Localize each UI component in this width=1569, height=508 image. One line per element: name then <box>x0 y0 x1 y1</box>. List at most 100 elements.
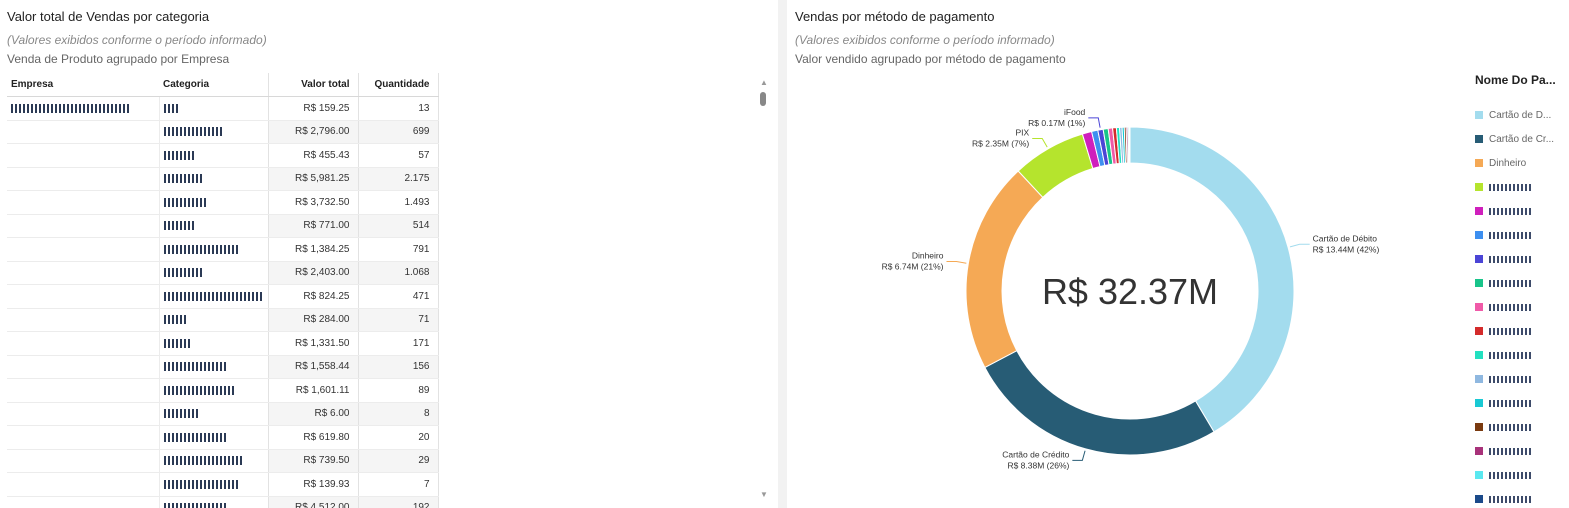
donut-slice[interactable] <box>984 349 1215 456</box>
legend-item[interactable] <box>1475 206 1533 217</box>
slice-leader-line <box>1072 450 1086 461</box>
column-header-quantidade[interactable]: Quantidade <box>357 73 439 97</box>
table-row[interactable]: R$ 1,331.50 171 <box>7 331 439 356</box>
legend-label: Cartão de Cr... <box>1489 134 1555 145</box>
legend-item[interactable]: Dinheiro <box>1475 158 1526 169</box>
quantidade-cell: 699 <box>357 120 439 144</box>
legend-item[interactable] <box>1475 278 1533 289</box>
redacted-categoria-name <box>163 103 178 113</box>
legend-item[interactable] <box>1475 422 1533 433</box>
categoria-cell <box>158 167 268 191</box>
legend-item[interactable] <box>1475 470 1533 481</box>
valor-cell: R$ 4,512.00 <box>267 496 358 508</box>
panel-description: Valor vendido agrupado por método de pag… <box>795 52 1066 66</box>
legend-label: Dinheiro <box>1489 158 1527 169</box>
empresa-cell <box>7 308 159 332</box>
quantidade-cell: 29 <box>357 449 439 473</box>
legend-item[interactable] <box>1475 182 1533 193</box>
slice-name-label: Dinheiro <box>912 251 944 261</box>
legend-item[interactable] <box>1475 398 1533 409</box>
quantidade-cell: 57 <box>357 143 439 168</box>
table-row[interactable]: R$ 455.43 57 <box>7 143 439 168</box>
sales-by-payment-panel: Vendas por método de pagamento (Valores … <box>787 0 1569 508</box>
donut-slice[interactable] <box>965 170 1044 369</box>
empresa-cell <box>7 214 159 238</box>
table-row[interactable]: R$ 1,558.44 156 <box>7 355 439 379</box>
scroll-down-icon[interactable]: ▼ <box>760 490 768 499</box>
table-row[interactable]: R$ 4,512.00 192 <box>7 496 439 508</box>
valor-cell: R$ 284.00 <box>267 308 358 332</box>
empresa-cell <box>7 425 159 450</box>
legend-item[interactable] <box>1475 374 1533 385</box>
quantidade-cell: 1.493 <box>357 190 439 215</box>
legend-item[interactable] <box>1475 230 1533 241</box>
column-header-categoria[interactable]: Categoria <box>159 73 268 97</box>
table-row[interactable]: R$ 739.50 29 <box>7 449 439 473</box>
table-row[interactable]: R$ 6.00 8 <box>7 402 439 426</box>
scroll-up-icon[interactable]: ▲ <box>760 78 768 87</box>
redacted-categoria-name <box>163 409 200 419</box>
table-row[interactable]: R$ 771.00 514 <box>7 214 439 238</box>
legend-item[interactable] <box>1475 446 1533 457</box>
categoria-cell <box>158 214 268 238</box>
table-row[interactable]: R$ 159.25 13 <box>7 96 439 121</box>
legend-swatch <box>1475 279 1483 288</box>
slice-name-label: PIX <box>1016 127 1030 137</box>
quantidade-cell: 192 <box>357 496 439 508</box>
vertical-scrollbar[interactable]: ▲ ▼ <box>758 78 768 508</box>
slice-leader-line <box>1289 243 1310 248</box>
table-row[interactable]: R$ 619.80 20 <box>7 425 439 450</box>
quantidade-cell: 7 <box>357 472 439 497</box>
legend-item[interactable] <box>1475 494 1533 505</box>
legend-item[interactable]: Cartão de D... <box>1475 110 1551 121</box>
redacted-legend-label <box>1489 303 1533 311</box>
legend-item[interactable]: Cartão de Cr... <box>1475 134 1554 145</box>
slice-leader-line <box>1032 137 1048 148</box>
legend-swatch <box>1475 447 1483 456</box>
redacted-categoria-name <box>163 268 204 278</box>
scroll-thumb[interactable] <box>760 92 766 106</box>
legend-swatch <box>1475 231 1483 240</box>
column-header-valor[interactable]: Valor total <box>267 73 358 97</box>
valor-cell: R$ 5,981.25 <box>267 167 358 191</box>
table-row[interactable]: R$ 139.93 7 <box>7 472 439 497</box>
valor-cell: R$ 739.50 <box>267 449 358 473</box>
table-row[interactable]: R$ 3,732.50 1.493 <box>7 190 439 215</box>
legend-item[interactable] <box>1475 350 1533 361</box>
table-row[interactable]: R$ 1,601.11 89 <box>7 378 439 403</box>
categoria-cell <box>158 472 268 497</box>
valor-cell: R$ 3,732.50 <box>267 190 358 215</box>
legend-item[interactable] <box>1475 326 1533 337</box>
redacted-categoria-name <box>163 479 238 489</box>
donut-slice[interactable] <box>1128 126 1131 164</box>
table-row[interactable]: R$ 5,981.25 2.175 <box>7 167 439 191</box>
valor-cell: R$ 139.93 <box>267 472 358 497</box>
legend-item[interactable] <box>1475 254 1533 265</box>
table-row[interactable]: R$ 2,796.00 699 <box>7 120 439 144</box>
redacted-legend-label <box>1489 351 1533 359</box>
legend-swatch <box>1475 327 1483 336</box>
categoria-cell <box>158 331 268 356</box>
legend-title: Nome Do Pa... <box>1475 73 1556 87</box>
redacted-categoria-name <box>163 244 240 254</box>
panel-title: Valor total de Vendas por categoria <box>7 9 210 24</box>
table-row[interactable]: R$ 284.00 71 <box>7 308 439 332</box>
empresa-cell <box>7 143 159 168</box>
categoria-cell <box>158 190 268 215</box>
categoria-cell <box>158 496 268 508</box>
legend-swatch <box>1475 135 1483 144</box>
quantidade-cell: 514 <box>357 214 439 238</box>
empresa-cell <box>7 284 159 309</box>
table-row[interactable]: R$ 824.25 471 <box>7 284 439 309</box>
redacted-legend-label <box>1489 255 1533 263</box>
categoria-cell <box>158 378 268 403</box>
legend-item[interactable] <box>1475 302 1533 313</box>
donut-slice[interactable] <box>1129 126 1295 433</box>
column-header-empresa[interactable]: Empresa <box>7 73 159 97</box>
redacted-categoria-name <box>163 197 208 207</box>
redacted-categoria-name <box>163 362 228 372</box>
slice-value-label: R$ 13.44M (42%) <box>1313 244 1380 254</box>
table-row[interactable]: R$ 1,384.25 791 <box>7 237 439 262</box>
table-row[interactable]: R$ 2,403.00 1.068 <box>7 261 439 285</box>
empresa-cell <box>7 190 159 215</box>
